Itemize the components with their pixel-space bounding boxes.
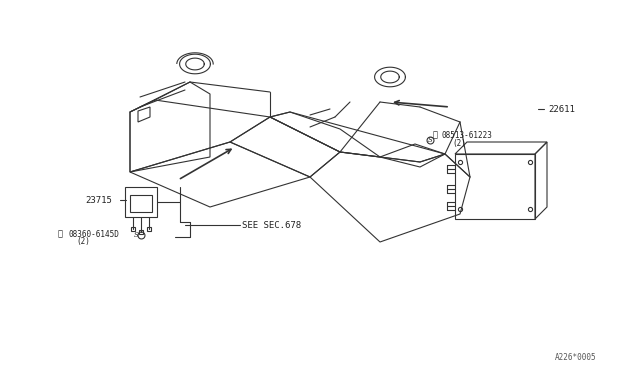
Text: SEE SEC.678: SEE SEC.678 (242, 221, 301, 230)
Text: (2): (2) (76, 237, 90, 246)
Text: 08360-6145D: 08360-6145D (68, 230, 119, 238)
Text: 23715: 23715 (85, 196, 112, 205)
Text: S: S (428, 136, 433, 144)
Text: 08513-61223: 08513-61223 (442, 131, 493, 140)
Text: S: S (134, 231, 138, 239)
Text: Ⓢ: Ⓢ (433, 131, 438, 140)
Text: 22611: 22611 (548, 105, 575, 113)
Text: A226*0005: A226*0005 (555, 353, 596, 362)
Text: (2): (2) (452, 138, 466, 148)
Text: Ⓢ: Ⓢ (58, 230, 63, 238)
